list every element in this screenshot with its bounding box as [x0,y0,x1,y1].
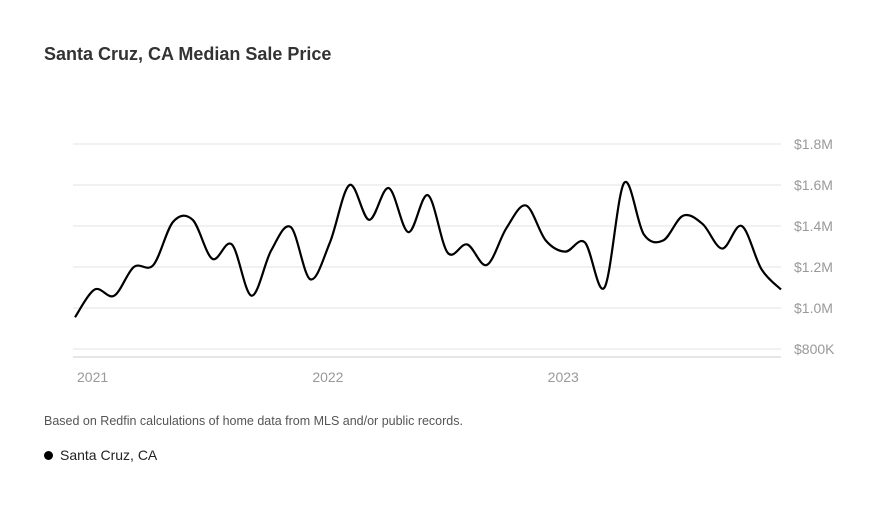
legend-item: Santa Cruz, CA [44,447,157,463]
legend-dot-icon [44,450,53,460]
x-tick-label: 2023 [548,369,579,385]
legend-label: Santa Cruz, CA [60,447,158,463]
y-tick-label: $1.6M [794,177,833,193]
series-line-santa-cruz [74,180,782,318]
chart-title: Santa Cruz, CA Median Sale Price [44,44,332,64]
y-tick-label: $1.8M [794,136,833,152]
x-tick-label: 2021 [77,369,108,385]
y-tick-label: $1.0M [794,300,833,316]
footnote: Based on Redfin calculations of home dat… [44,414,463,428]
y-tick-label: $1.2M [794,259,833,275]
y-tick-label: $800K [794,341,835,357]
x-tick-label: 2022 [312,369,343,385]
y-tick-label: $1.4M [794,218,833,234]
